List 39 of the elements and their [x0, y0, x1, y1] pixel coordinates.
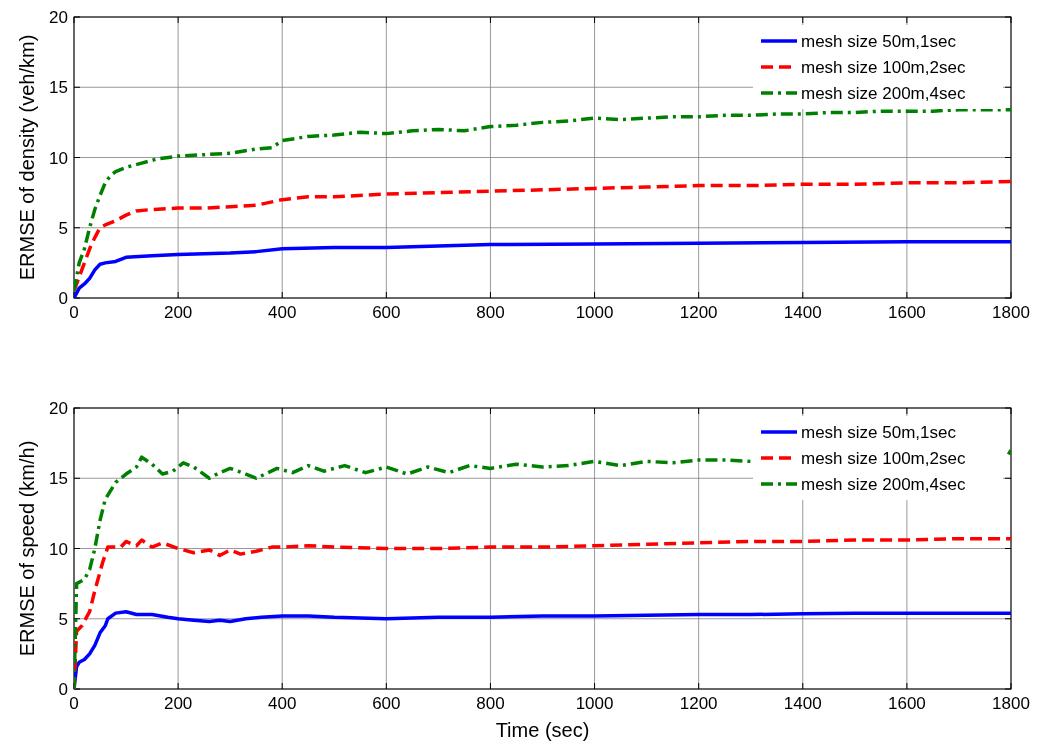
- x-tick-label: 600: [372, 303, 401, 322]
- x-tick-label: 200: [163, 694, 193, 713]
- x-tick-label: 800: [476, 303, 505, 322]
- x-tick-label: 1600: [887, 303, 926, 322]
- line-series: [74, 107, 1011, 293]
- y-tick-label: 0: [58, 289, 68, 308]
- y-tick-label: 20: [49, 8, 68, 27]
- x-tick-label: 1600: [887, 694, 926, 713]
- x-tick-label: 1200: [679, 694, 718, 713]
- line-series: [74, 179, 1011, 293]
- x-tick-label: 1800: [992, 303, 1030, 322]
- legend-label: mesh size 200m,4sec: [801, 475, 966, 494]
- x-tick-label: 1400: [783, 694, 822, 713]
- y-tick-label: 5: [58, 609, 68, 629]
- y-tick-label: 15: [49, 469, 68, 489]
- x-tick-label: 400: [268, 303, 297, 322]
- x-tick-label: 1000: [575, 694, 614, 713]
- y-tick-label: 15: [49, 78, 68, 98]
- y-axis-title: ERMSE of speed (km/h): [16, 440, 38, 657]
- x-tick-label: 800: [476, 694, 505, 713]
- legend-label: mesh size 50m,1sec: [801, 32, 957, 51]
- y-tick-label: 10: [49, 539, 68, 559]
- x-tick-label: 1200: [679, 303, 718, 322]
- x-tick-label: 600: [372, 694, 401, 713]
- y-tick-label: 10: [49, 148, 68, 168]
- y-axis-title: ERMSE of density (veh/km): [16, 34, 38, 281]
- x-tick-label: 200: [163, 303, 193, 322]
- y-tick-label: 0: [58, 680, 68, 699]
- x-tick-label: 1400: [783, 303, 822, 322]
- y-tick-label: 5: [58, 218, 68, 238]
- legend-label: mesh size 100m,2sec: [801, 449, 966, 468]
- legend-label: mesh size 50m,1sec: [801, 423, 957, 442]
- x-axis-title: Time (sec): [495, 719, 590, 741]
- x-tick-label: 1000: [575, 303, 614, 322]
- x-tick-label: 1800: [992, 694, 1030, 713]
- legend-label: mesh size 200m,4sec: [801, 84, 966, 103]
- legend-label: mesh size 100m,2sec: [801, 58, 966, 77]
- x-tick-label: 400: [268, 694, 297, 713]
- y-tick-label: 20: [49, 399, 68, 418]
